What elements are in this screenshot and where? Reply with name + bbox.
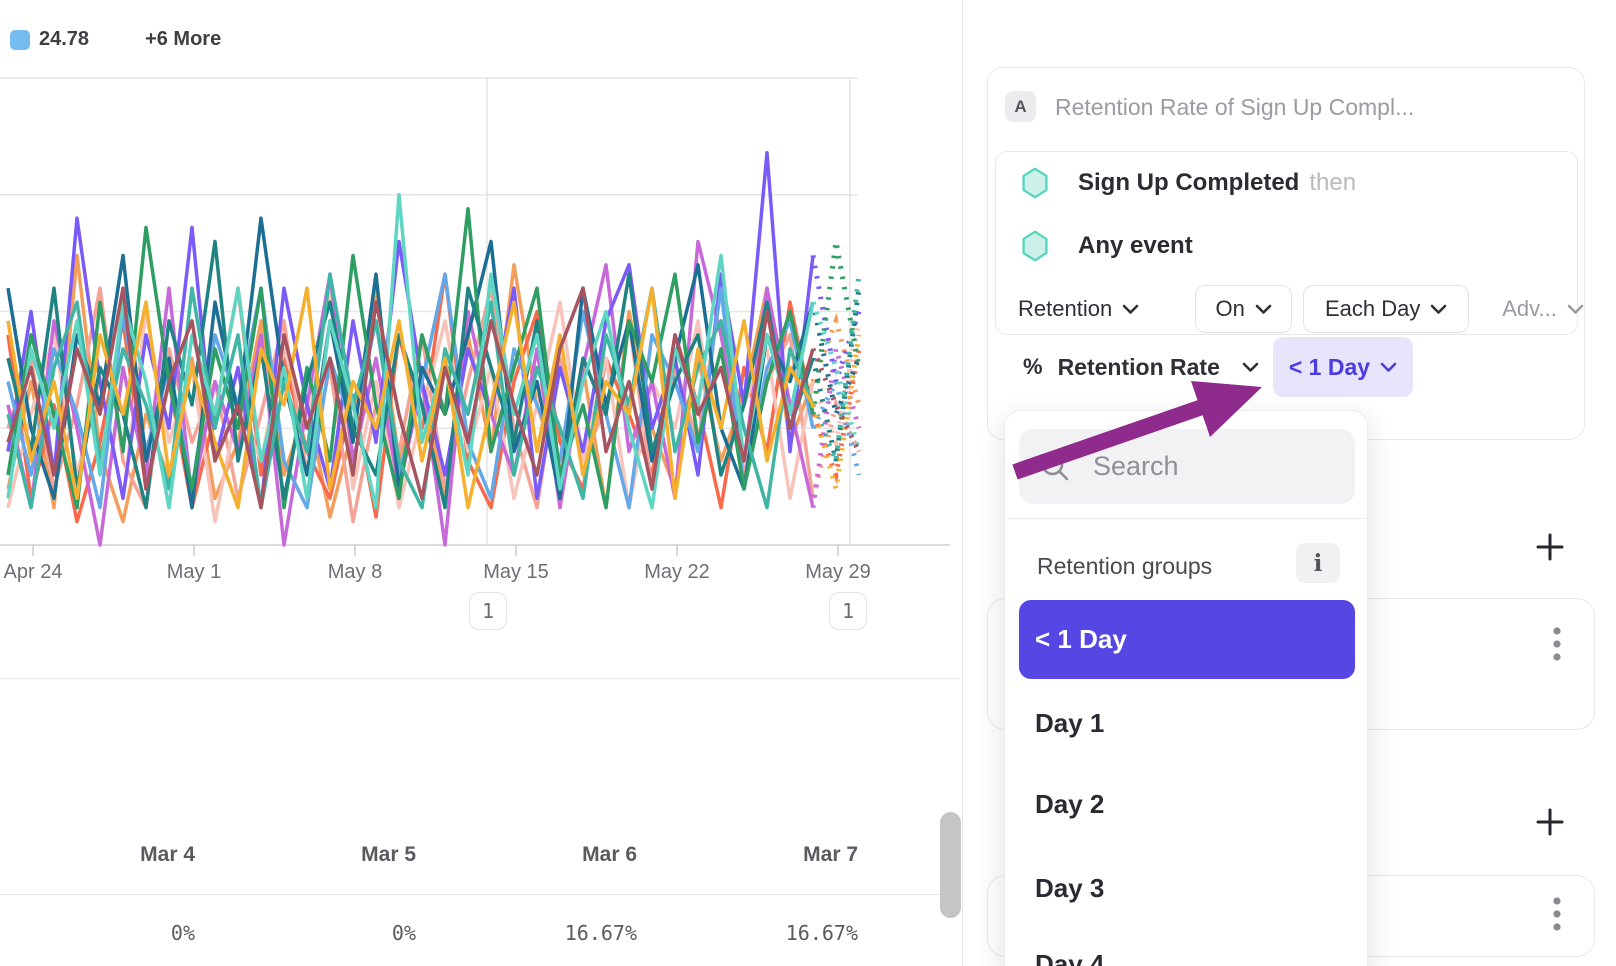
x-axis-label: Apr 24: [3, 561, 63, 583]
table-divider: [0, 894, 939, 895]
segment-card-2-menu-button[interactable]: [1552, 896, 1562, 932]
chart-series-series-5-projection: [810, 348, 862, 508]
measure-dropdown[interactable]: Retention Rate: [1058, 354, 1259, 381]
chart-series-series-7-projection: [810, 374, 862, 476]
retention-group-chip[interactable]: < 1 Day: [1272, 337, 1414, 397]
table-value-cell: 0%: [170, 921, 195, 945]
group-label: Retention groups: [1037, 553, 1213, 579]
event-hexagon-icon: [1022, 167, 1048, 199]
chart-series-series-10-projection: [810, 287, 862, 462]
event-1-name[interactable]: Sign Up Completed: [1078, 169, 1300, 196]
measure-row: % Retention Rate < 1 Day: [1023, 337, 1414, 397]
table-header-row: Mar 4 Mar 5 Mar 6 Mar 7: [0, 843, 858, 867]
x-axis-label: May 1: [166, 561, 222, 583]
event-2-name[interactable]: Any event: [1078, 232, 1193, 259]
event-1-suffix: then: [1309, 169, 1357, 196]
query-label-text: A: [1014, 96, 1027, 116]
interval-label: Each Day: [1324, 296, 1421, 321]
kebab-icon: [1553, 897, 1561, 931]
chart-series-series-6-projection: [810, 255, 862, 383]
chart-series-series-9[interactable]: [6, 207, 815, 510]
dropdown-group-header: Retention groups i: [1005, 537, 1367, 601]
plus-icon: [1536, 533, 1564, 561]
vertical-scrollbar-thumb[interactable]: [940, 812, 961, 918]
dropdown-item-1-day[interactable]: < 1 Day: [1019, 600, 1355, 679]
dropdown-item-day-1[interactable]: Day 1: [1035, 707, 1105, 738]
event-row-2[interactable]: Any event: [1018, 230, 1193, 262]
info-icon[interactable]: i: [1296, 543, 1340, 583]
retention-mode-label: Retention: [1018, 296, 1113, 321]
advanced-label: Adv...: [1502, 296, 1557, 321]
search-input[interactable]: [1093, 451, 1323, 482]
chart-series-series-10[interactable]: [6, 239, 815, 510]
search-icon: [1041, 453, 1069, 480]
chart-series-series-14-projection: [810, 347, 862, 453]
advanced-dropdown[interactable]: Adv...: [1502, 296, 1584, 322]
dropdown-item-day-2[interactable]: Day 2: [1035, 788, 1105, 819]
x-axis-label: May 15: [483, 561, 549, 583]
x-axis-label: May 22: [644, 561, 710, 583]
table-value-cell: 0%: [391, 921, 416, 945]
segment-card-1-menu-button[interactable]: [1552, 626, 1562, 662]
table-value-cell: 16.67%: [564, 921, 637, 945]
dropdown-item-day-3[interactable]: Day 3: [1035, 872, 1105, 903]
x-axis-label: May 8: [327, 561, 383, 583]
add-segment-button-1[interactable]: [1535, 532, 1565, 562]
retention-controls-row: Retention On Each Day Adv...: [1018, 285, 1584, 333]
chevron-down-icon: [1380, 362, 1397, 372]
chart-annotation-badge-1[interactable]: 1: [469, 592, 507, 630]
section-divider: [0, 678, 962, 679]
retention-line-chart[interactable]: [0, 70, 962, 570]
chart-series-series-12-projection: [810, 301, 862, 453]
retention-mode-dropdown[interactable]: Retention: [1018, 296, 1139, 322]
chart-series-series-12[interactable]: [6, 193, 815, 510]
retention-group-dropdown-menu: Retention groups i < 1 Day Day 1 Day 2 Day …: [1004, 410, 1368, 966]
badge-2-text: 1: [841, 599, 855, 623]
dropdown-search-box[interactable]: [1019, 429, 1355, 504]
panel-divider: [962, 0, 963, 966]
chart-series-series-11[interactable]: [6, 272, 815, 510]
table-value-row: 0% 0% 16.67% 16.67%: [0, 921, 858, 945]
chevron-down-icon: [1122, 304, 1139, 314]
legend-value[interactable]: 24.78: [39, 28, 90, 50]
query-title: Retention Rate of Sign Up Compl...: [1055, 94, 1415, 120]
chart-annotation-badge-2[interactable]: 1: [829, 592, 867, 630]
chart-series-series-13[interactable]: [6, 286, 815, 510]
retention-group-chip-label: < 1 Day: [1288, 353, 1371, 380]
plus-icon: [1536, 808, 1564, 836]
table-header-cell: Mar 7: [803, 843, 858, 866]
chevron-down-icon: [1242, 362, 1259, 372]
chart-series-series-2-projection: [810, 348, 862, 485]
chevron-down-icon: [1567, 304, 1584, 314]
query-label-badge: A: [1005, 91, 1036, 122]
on-label: On: [1215, 296, 1245, 321]
legend-color-swatch[interactable]: [10, 29, 30, 50]
table-value-cell: 16.67%: [785, 921, 858, 945]
interval-dropdown[interactable]: Each Day: [1303, 285, 1470, 333]
info-icon-glyph: i: [1313, 549, 1323, 577]
chart-legend: 24.78 +6 More: [10, 28, 221, 51]
chevron-down-icon: [1431, 304, 1447, 314]
x-axis-label: May 29: [805, 561, 871, 583]
event-row-1[interactable]: Sign Up Completed then: [1018, 167, 1356, 199]
retention-on-dropdown[interactable]: On: [1195, 285, 1293, 333]
badge-1-text: 1: [481, 599, 495, 623]
table-header-cell: Mar 5: [361, 843, 416, 866]
dropdown-item-day-4[interactable]: Day 4: [1035, 948, 1105, 966]
table-header-cell: Mar 4: [140, 843, 195, 866]
chevron-down-icon: [1255, 304, 1272, 314]
measure-label: Retention Rate: [1057, 353, 1220, 380]
event-hexagon-icon: [1022, 230, 1048, 262]
add-segment-button-2[interactable]: [1535, 807, 1565, 837]
dropdown-divider: [1005, 518, 1367, 519]
legend-more-button[interactable]: +6 More: [145, 28, 222, 50]
kebab-icon: [1553, 627, 1561, 661]
chart-series-series-14[interactable]: [6, 286, 815, 510]
table-header-cell: Mar 6: [582, 843, 637, 866]
percent-icon: %: [1023, 354, 1043, 379]
chart-series-series-13-projection: [810, 334, 862, 490]
